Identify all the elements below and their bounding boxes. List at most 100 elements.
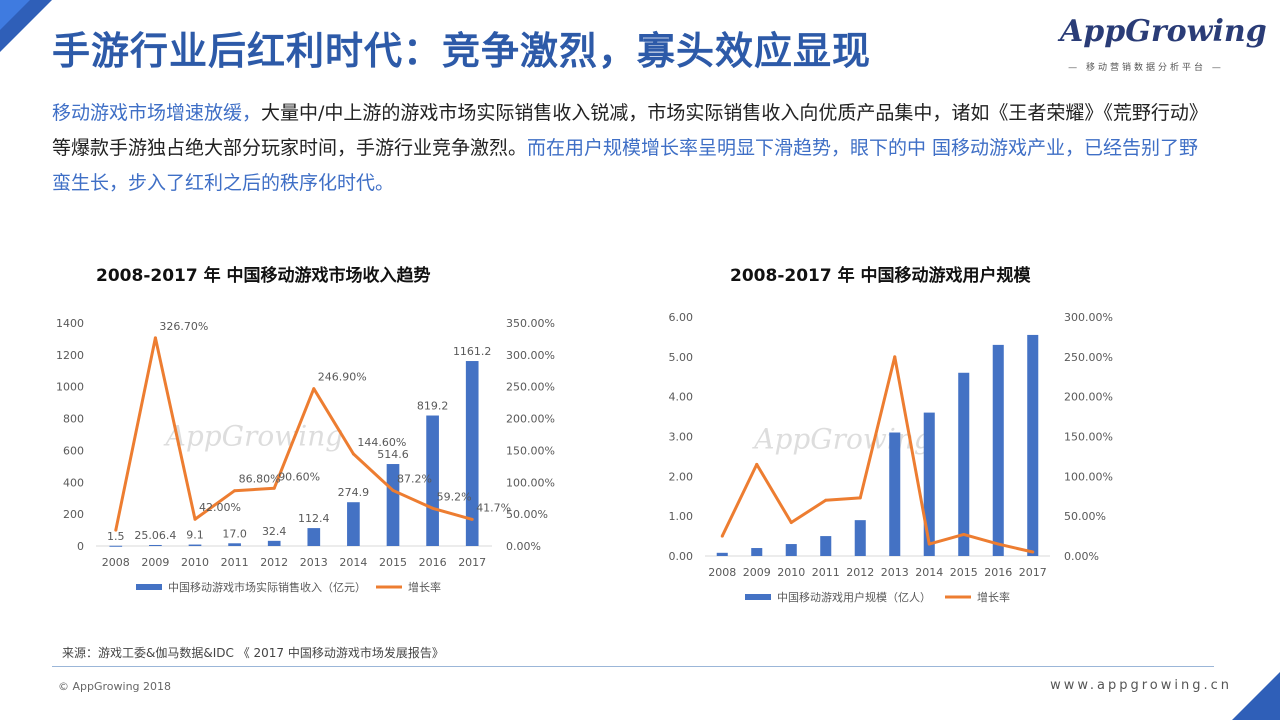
x-tick-label: 2013 xyxy=(300,556,328,569)
growth-point-2013 xyxy=(893,355,897,359)
logo-wordmark: AppGrowing xyxy=(1060,14,1267,49)
growth-data-label: 326.70% xyxy=(159,320,208,333)
bar-data-label: 1.5 xyxy=(107,530,125,543)
y2-tick-label: 150.00% xyxy=(1064,431,1113,444)
x-tick-label: 2010 xyxy=(181,556,209,569)
growth-point-2013 xyxy=(312,387,316,391)
bar-2017 xyxy=(465,361,479,546)
growth-data-label: 42.00% xyxy=(199,501,241,514)
y2-tick-label: 0.00% xyxy=(506,540,541,553)
growth-point-2011 xyxy=(233,489,237,493)
x-tick-label: 2011 xyxy=(221,556,249,569)
growth-point-2015 xyxy=(962,532,966,536)
x-tick-label: 2009 xyxy=(141,556,169,569)
y2-tick-label: 50.00% xyxy=(1064,510,1106,523)
growth-point-2016 xyxy=(431,506,435,510)
growth-data-label: 41.7% xyxy=(476,501,511,514)
growth-point-2017 xyxy=(1031,550,1035,554)
bar-data-label: 1161.2 xyxy=(453,345,492,358)
bar-data-label: 514.6 xyxy=(377,448,409,461)
x-tick-label: 2016 xyxy=(419,556,447,569)
growth-data-label: 86.80% xyxy=(239,473,281,486)
growth-point-2015 xyxy=(391,488,395,492)
y2-tick-label: 300.00% xyxy=(1064,311,1113,324)
y2-tick-label: 250.00% xyxy=(1064,351,1113,364)
y-tick-label: 400 xyxy=(63,476,84,489)
growth-point-2010 xyxy=(789,521,793,525)
bar-data-label: 32.4 xyxy=(262,525,287,538)
watermark-text: AppGrowing xyxy=(751,422,932,455)
bar-2010 xyxy=(188,544,202,546)
legend-swatch-bar xyxy=(136,584,162,590)
y-tick-label: 1200 xyxy=(56,349,84,362)
y2-tick-label: 200.00% xyxy=(1064,391,1113,404)
bar-2014 xyxy=(923,412,935,556)
appgrowing-logo: AppGrowing — 移动营销数据分析平台 — xyxy=(1060,14,1267,74)
y-tick-label: 600 xyxy=(63,444,84,457)
y-tick-label: 0.00 xyxy=(669,550,694,563)
growth-data-label: 59.2% xyxy=(437,490,472,503)
y2-tick-label: 350.00% xyxy=(506,317,555,330)
corner-decoration-top-left-inner xyxy=(0,0,30,30)
growth-point-2010 xyxy=(193,517,197,521)
user-scale-chart: AppGrowing 0.00 1.00 2.00 3.00 4.00 5.00 6.00 0.… xyxy=(669,311,1113,604)
x-tick-label: 2017 xyxy=(1019,566,1047,579)
x-tick-label: 2012 xyxy=(846,566,874,579)
y2-tick-label: 150.00% xyxy=(506,444,555,457)
growth-rate-line xyxy=(720,355,1034,554)
revenue-chart: AppGrowing 0 200 400 600 800 1000 1200 1400 0.00%… xyxy=(56,317,555,594)
y-tick-label: 1400 xyxy=(56,317,84,330)
growth-point-2014 xyxy=(927,542,931,546)
y-tick-label: 3.00 xyxy=(669,431,694,444)
growth-point-2012 xyxy=(272,486,276,490)
y-tick-label: 4.00 xyxy=(669,391,694,404)
legend-label-bar: 中国移动游戏市场实际销售收入（亿元） xyxy=(168,580,366,594)
bar-2016 xyxy=(426,415,439,546)
source-note: 来源：游戏工委&伽马数据&IDC 《 2017 中国移动游戏市场发展报告》 xyxy=(62,646,444,660)
growth-data-label: 144.60% xyxy=(357,436,406,449)
bar-2009 xyxy=(751,548,763,556)
y-tick-label: 1.00 xyxy=(669,510,694,523)
growth-data-label: 90.60% xyxy=(278,470,320,483)
growth-point-2008 xyxy=(720,534,724,538)
growth-rate-line xyxy=(114,336,473,531)
x-tick-label: 2013 xyxy=(881,566,909,579)
copyright: © AppGrowing 2018 xyxy=(58,680,172,693)
legend-label-bar: 中国移动游戏用户规模（亿人） xyxy=(777,590,931,604)
footer-divider xyxy=(52,666,1214,667)
y-tick-label: 2.00 xyxy=(669,470,694,483)
growth-point-2014 xyxy=(351,452,355,456)
y2-tick-label: 0.00% xyxy=(1064,550,1099,563)
x-tick-label: 2016 xyxy=(984,566,1012,579)
y2-tick-label: 250.00% xyxy=(506,381,555,394)
growth-data-label: 246.90% xyxy=(318,371,367,384)
bar-2015 xyxy=(386,464,400,546)
x-tick-label: 2014 xyxy=(915,566,943,579)
watermark-text: AppGrowing xyxy=(163,420,344,453)
bar-2017 xyxy=(1027,334,1039,556)
intro-part-3: 而在用户规模增长率呈明显下滑趋势，眼下的中 国移动游戏产业，已经告别了野蛮生长，… xyxy=(52,137,1199,194)
y-tick-label: 200 xyxy=(63,508,84,521)
y2-tick-label: 200.00% xyxy=(506,413,555,426)
corner-decoration-bottom-right xyxy=(1232,672,1280,720)
bar-2016 xyxy=(992,344,1004,556)
growth-point-2017 xyxy=(470,517,474,521)
x-tick-label: 2015 xyxy=(950,566,978,579)
bar-2011 xyxy=(228,543,241,546)
growth-point-2012 xyxy=(858,496,862,500)
bar-data-label: 25.06.4 xyxy=(134,529,176,542)
bar-2015 xyxy=(958,372,970,556)
x-tick-label: 2010 xyxy=(777,566,805,579)
bar-2009 xyxy=(149,544,162,546)
bar-2010 xyxy=(785,544,797,556)
x-tick-label: 2008 xyxy=(708,566,736,579)
bar-2012 xyxy=(267,540,281,546)
intro-paragraph: 移动游戏市场增速放缓，大量中/中上游的游戏市场实际销售收入锐减，市场实际销售收入… xyxy=(52,96,1212,201)
legend-label-line: 增长率 xyxy=(977,590,1010,604)
x-tick-label: 2017 xyxy=(458,556,486,569)
legend-label-line: 增长率 xyxy=(408,580,441,594)
bar-data-label: 17.0 xyxy=(222,527,247,540)
y-tick-label: 6.00 xyxy=(669,311,694,324)
logo-tagline: — 移动营销数据分析平台 — xyxy=(1068,63,1224,73)
y-tick-label: 0 xyxy=(77,540,84,553)
